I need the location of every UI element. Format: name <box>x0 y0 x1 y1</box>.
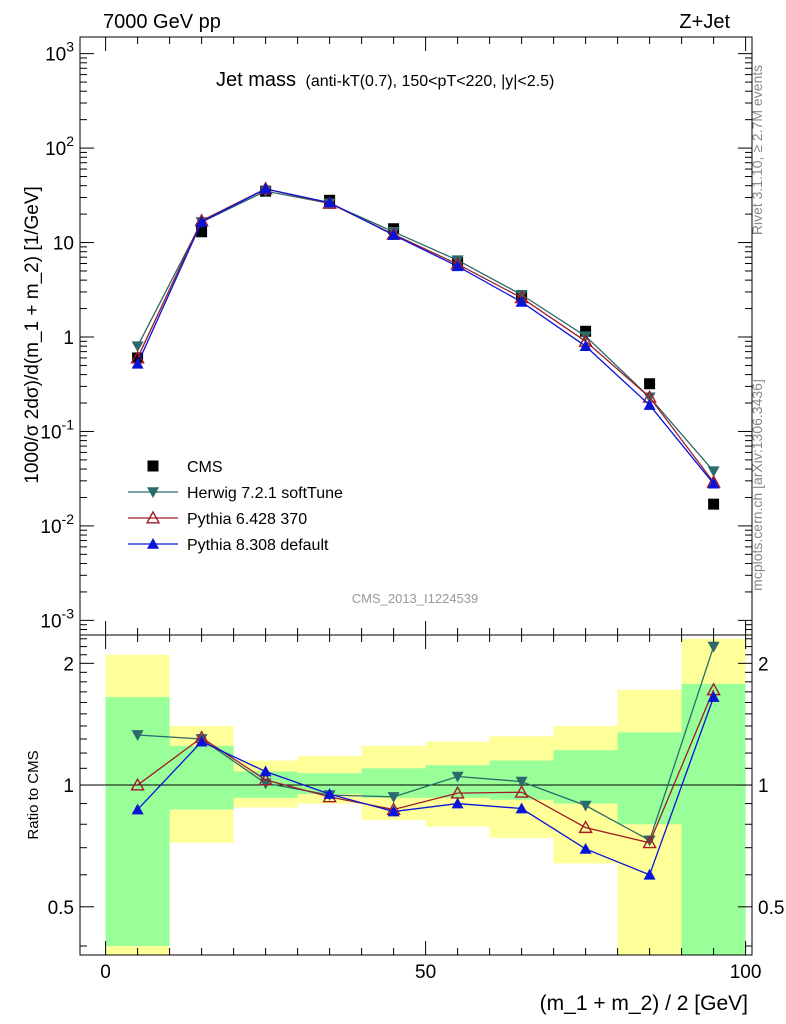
pythia-8-308-default-point <box>643 399 656 410</box>
cms-point <box>196 226 208 238</box>
cms-point <box>644 378 656 390</box>
pythia-6-428-370-line <box>137 188 715 483</box>
legend-label: Pythia 6.428 370 <box>187 511 307 528</box>
legend-entry: Pythia 8.308 default <box>128 537 329 554</box>
ratio-y-tick-label-right: 0.5 <box>758 898 784 919</box>
legend-entry: Herwig 7.2.1 softTune <box>128 485 343 502</box>
mcplots-label: mcplots.cern.ch [arXiv:1306.3436] <box>749 379 765 591</box>
pythia-6-428-370-ratio-point <box>258 772 273 786</box>
legend: CMS Herwig 7.2.1 softTune Pythia 6.428 370… <box>128 459 343 554</box>
legend-entry: Pythia 6.428 370 <box>128 510 307 528</box>
legend-entry: CMS <box>147 459 223 476</box>
ratio-stat-band-bin <box>617 732 682 825</box>
herwig-7-2-1-softtune-ratio-point <box>515 776 528 788</box>
herwig-7-2-1-softtune-ratio-point <box>707 641 720 653</box>
pythia-8-308-default-point <box>707 477 720 489</box>
pythia-8-308-default-line <box>137 188 715 485</box>
ratio-y-tick-label-right: 1 <box>758 776 769 797</box>
herwig-7-2-1-softtune-point <box>579 331 592 343</box>
herwig-7-2-1-softtune-ratio-point <box>387 792 400 803</box>
herwig-7-2-1-softtune-ratio-point <box>643 835 656 847</box>
upper-y-tick-label: 1 <box>63 328 74 349</box>
herwig-7-2-1-softtune-point <box>131 341 144 353</box>
herwig-7-2-1-softtune-ratio-line <box>137 646 715 842</box>
upper-y-tick-label: 103 <box>45 39 74 66</box>
upper-y-tick-label: 10 <box>53 234 74 255</box>
pythia-8-308-default-ratio-point <box>131 803 144 815</box>
header-right-label: Z+Jet <box>679 11 730 33</box>
upper-panel-series <box>130 181 721 510</box>
pythia-6-428-370-ratio-line <box>137 689 715 844</box>
legend-marker <box>147 538 159 549</box>
herwig-7-2-1-softtune-line <box>137 190 715 472</box>
pythia-8-308-default-point <box>515 295 528 307</box>
pythia-8-308-default-ratio-point <box>643 868 656 880</box>
ratio-y-tick-label-left: 1 <box>63 776 74 797</box>
ratio-panel-frame <box>79 634 753 956</box>
pythia-8-308-default-ratio-point <box>323 788 336 799</box>
upper-y-axis-label: 1000/σ 2dσ)/d(m_1 + m_2) [1/GeV] <box>22 186 43 484</box>
ratio-stat-band-bin <box>169 745 234 810</box>
pythia-8-308-default-point <box>579 340 592 351</box>
ratio-y-axis-label: Ratio to CMS <box>25 750 42 839</box>
pythia-8-308-default-ratio-point <box>579 842 592 854</box>
herwig-7-2-1-softtune-point <box>707 466 720 478</box>
upper-y-tick-label: 10-1 <box>40 416 74 443</box>
pythia-8-308-default-ratio-point <box>387 805 400 817</box>
pythia-8-308-default-ratio-line <box>137 696 715 876</box>
chart-title-detail: (anti-kT(0.7), 150<pT<220, |y|<2.5) <box>305 73 554 90</box>
cms-point <box>708 498 720 510</box>
ratio-stat-band-bin <box>553 750 618 804</box>
pythia-8-308-default-ratio-point <box>451 797 464 809</box>
pythia-8-308-default-ratio-point <box>259 765 272 777</box>
herwig-7-2-1-softtune-ratio-point <box>579 800 592 812</box>
pythia-8-308-default-point <box>259 182 272 194</box>
pythia-8-308-default-point <box>195 216 208 227</box>
pythia-8-308-default-ratio-point <box>707 691 720 702</box>
herwig-7-2-1-softtune-ratio-point <box>451 771 464 783</box>
upper-y-tick-label: 102 <box>45 133 74 160</box>
chart-title: Jet mass (anti-kT(0.7), 150<pT<220, |y|<… <box>216 69 554 91</box>
legend-marker <box>145 510 161 524</box>
pythia-8-308-default-point <box>387 229 400 240</box>
x-tick-label: 0 <box>100 962 111 983</box>
pythia-8-308-default-point <box>451 260 464 272</box>
ratio-y-tick-label-right: 2 <box>758 654 769 675</box>
ratio-y-tick-label-left: 0.5 <box>48 898 74 919</box>
pythia-6-428-370-ratio-point <box>642 835 657 849</box>
axes: 10-3 10-2 10-1 1 10 102 103 0 50 100 0.5 0.5 1 1 2 2 <box>40 36 784 983</box>
analysis-id-label: CMS_2013_I1224539 <box>352 591 479 606</box>
legend-marker <box>147 487 159 498</box>
pythia-6-428-370-ratio-point <box>514 784 529 798</box>
header-left-label: 7000 GeV pp <box>103 11 221 33</box>
upper-y-tick-label: 10-3 <box>40 605 74 632</box>
pythia-6-428-370-ratio-point <box>578 820 593 834</box>
herwig-7-2-1-softtune-ratio-point <box>131 730 144 741</box>
legend-label: Pythia 8.308 default <box>187 537 329 554</box>
pythia-8-308-default-ratio-point <box>515 802 528 814</box>
ratio-y-tick-label-left: 2 <box>63 654 74 675</box>
pythia-8-308-default-point <box>131 357 144 369</box>
rivet-version-label: Rivet 3.1.10, ≥ 2.7M events <box>749 65 765 235</box>
legend-marker <box>147 460 159 472</box>
x-tick-label: 50 <box>415 962 436 983</box>
ratio-stat-band-bin <box>681 683 746 955</box>
pythia-6-428-370-ratio-point <box>130 777 145 791</box>
ratio-panel-series <box>130 641 721 880</box>
x-tick-label: 100 <box>730 962 762 983</box>
pythia-8-308-default-point <box>323 196 336 208</box>
upper-panel-frame <box>79 36 753 636</box>
legend-label: CMS <box>187 459 223 476</box>
cms-point <box>580 325 592 337</box>
upper-y-tick-label: 10-2 <box>40 511 74 538</box>
herwig-7-2-1-softtune-point <box>515 289 528 301</box>
ratio-uncertainty-bands <box>80 638 752 955</box>
x-axis-label: (m_1 + m_2) / 2 [GeV] <box>540 992 748 1015</box>
pythia-8-308-default-ratio-point <box>195 735 208 747</box>
chart-title-main: Jet mass <box>216 69 296 91</box>
legend-label: Herwig 7.2.1 softTune <box>187 485 343 502</box>
